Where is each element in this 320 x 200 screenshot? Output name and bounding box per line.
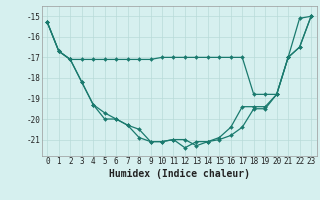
X-axis label: Humidex (Indice chaleur): Humidex (Indice chaleur): [109, 169, 250, 179]
